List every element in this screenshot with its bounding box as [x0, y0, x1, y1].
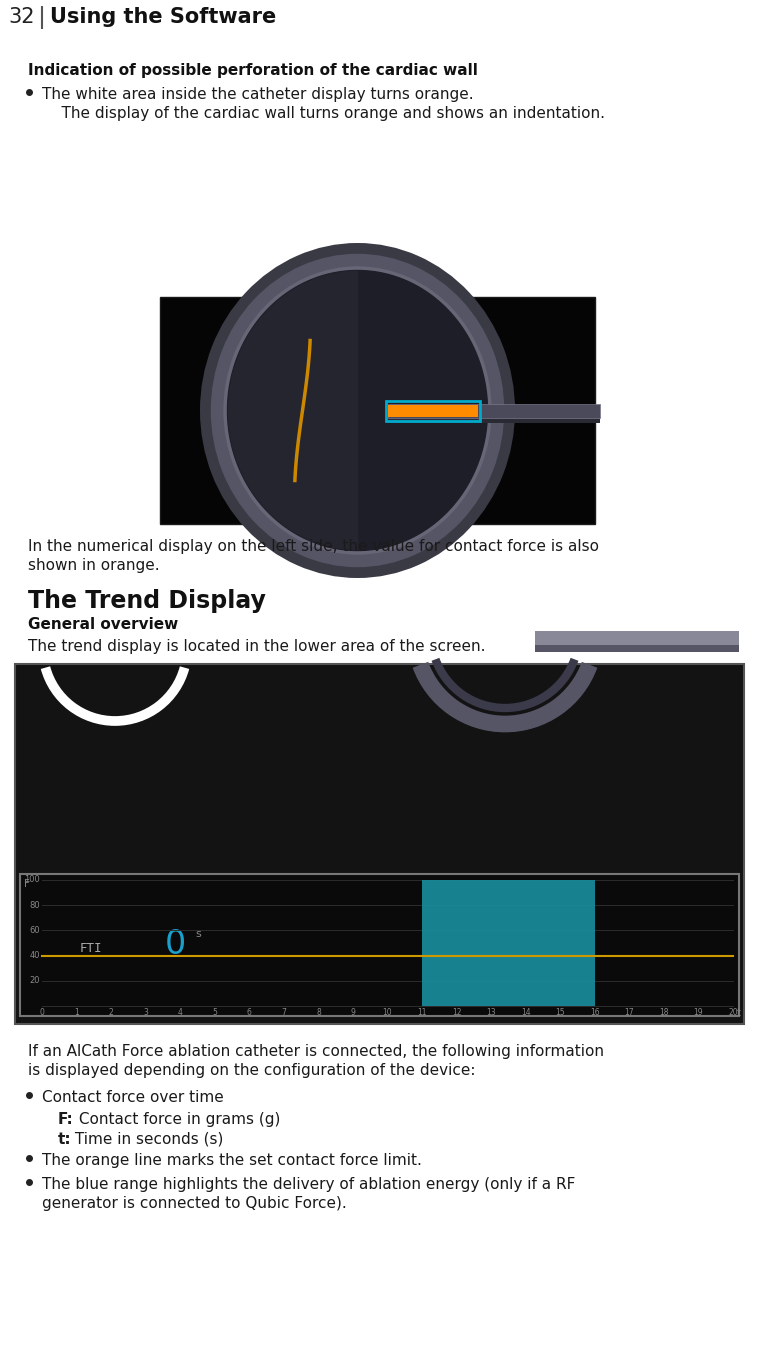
- Text: Contact force over time: Contact force over time: [42, 1090, 224, 1105]
- Text: The white area inside the catheter display turns orange.: The white area inside the catheter displ…: [42, 86, 474, 103]
- Bar: [15, 664, 744, 1024]
- Text: General overview: General overview: [28, 616, 178, 631]
- Text: 19: 19: [694, 1008, 704, 1017]
- Text: 80: 80: [30, 901, 40, 909]
- Text: t: t: [737, 1008, 741, 1018]
- Text: 20: 20: [728, 1008, 738, 1017]
- Text: 13: 13: [487, 1008, 496, 1017]
- Text: 9: 9: [351, 1008, 355, 1017]
- Text: 14: 14: [521, 1008, 531, 1017]
- Text: s: s: [195, 929, 200, 939]
- Text: 40: 40: [30, 951, 40, 960]
- Text: The blue range highlights the delivery of ablation energy (only if a RF: The blue range highlights the delivery o…: [42, 1176, 575, 1193]
- Text: t:: t:: [58, 1132, 71, 1147]
- Text: is displayed depending on the configuration of the device:: is displayed depending on the configurat…: [28, 1063, 475, 1078]
- Bar: [388, 405, 477, 417]
- Bar: [535, 631, 739, 648]
- Text: The trend display is located in the lower area of the screen.: The trend display is located in the lowe…: [28, 639, 486, 654]
- Text: 0: 0: [165, 928, 186, 960]
- Bar: [20, 874, 739, 1016]
- Text: 12: 12: [452, 1008, 461, 1017]
- Text: 0: 0: [39, 1008, 45, 1017]
- Text: 5: 5: [213, 1008, 217, 1017]
- Text: 17: 17: [625, 1008, 635, 1017]
- Text: 10: 10: [383, 1008, 392, 1017]
- Text: shown in orange.: shown in orange.: [28, 558, 159, 573]
- Text: If an AlCath Force ablation catheter is connected, the following information: If an AlCath Force ablation catheter is …: [28, 1044, 604, 1059]
- Text: Time in seconds (s): Time in seconds (s): [70, 1132, 223, 1147]
- Text: F: F: [24, 880, 30, 889]
- Text: Contact force in grams (g): Contact force in grams (g): [74, 1112, 280, 1126]
- Bar: [386, 401, 480, 421]
- Text: 7: 7: [282, 1008, 286, 1017]
- Text: The display of the cardiac wall turns orange and shows an indentation.: The display of the cardiac wall turns or…: [42, 107, 605, 121]
- Bar: [388, 417, 600, 422]
- Polygon shape: [228, 271, 357, 549]
- Text: The orange line marks the set contact force limit.: The orange line marks the set contact fo…: [42, 1153, 422, 1168]
- Text: 4: 4: [178, 1008, 183, 1017]
- Text: F:: F:: [58, 1112, 74, 1126]
- Text: Indication of possible perforation of the cardiac wall: Indication of possible perforation of th…: [28, 63, 478, 78]
- Text: 2: 2: [109, 1008, 114, 1017]
- Text: 8: 8: [316, 1008, 321, 1017]
- Bar: [495, 631, 535, 648]
- Text: 1: 1: [74, 1008, 79, 1017]
- Text: 15: 15: [556, 1008, 565, 1017]
- Text: The Trend Display: The Trend Display: [28, 590, 266, 612]
- Text: FTI: FTI: [80, 943, 102, 955]
- Text: 20: 20: [30, 977, 40, 985]
- Bar: [422, 880, 595, 1006]
- Text: 32: 32: [8, 7, 34, 27]
- Bar: [535, 645, 739, 652]
- Bar: [160, 297, 595, 523]
- Text: 6: 6: [247, 1008, 252, 1017]
- Text: 16: 16: [590, 1008, 600, 1017]
- Text: 60: 60: [30, 925, 40, 935]
- Text: 18: 18: [659, 1008, 669, 1017]
- Bar: [388, 403, 600, 417]
- Text: generator is connected to Qubic Force).: generator is connected to Qubic Force).: [42, 1197, 347, 1211]
- Text: Using the Software: Using the Software: [50, 7, 276, 27]
- Polygon shape: [228, 271, 487, 550]
- Text: 100: 100: [24, 876, 40, 885]
- Text: 11: 11: [417, 1008, 427, 1017]
- Text: 3: 3: [143, 1008, 148, 1017]
- Text: In the numerical display on the left side, the value for contact force is also: In the numerical display on the left sid…: [28, 540, 599, 554]
